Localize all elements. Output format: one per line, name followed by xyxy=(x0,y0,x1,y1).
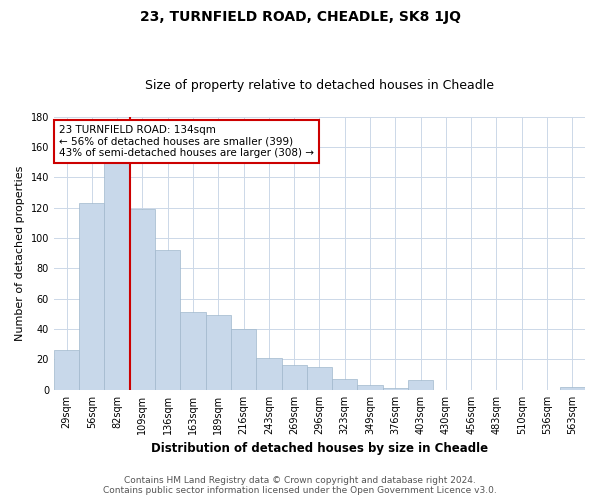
Bar xyxy=(54,350,79,390)
Bar xyxy=(383,388,408,390)
Bar xyxy=(79,203,104,390)
Bar xyxy=(332,379,358,390)
Text: 23 TURNFIELD ROAD: 134sqm
← 56% of detached houses are smaller (399)
43% of semi: 23 TURNFIELD ROAD: 134sqm ← 56% of detac… xyxy=(59,125,314,158)
Bar xyxy=(358,385,383,390)
Title: Size of property relative to detached houses in Cheadle: Size of property relative to detached ho… xyxy=(145,79,494,92)
Text: 23, TURNFIELD ROAD, CHEADLE, SK8 1JQ: 23, TURNFIELD ROAD, CHEADLE, SK8 1JQ xyxy=(139,10,461,24)
Bar xyxy=(256,358,281,390)
Bar xyxy=(104,162,130,390)
Y-axis label: Number of detached properties: Number of detached properties xyxy=(15,166,25,341)
Bar xyxy=(181,312,206,390)
Bar xyxy=(155,250,181,390)
Bar xyxy=(281,366,307,390)
Bar xyxy=(307,367,332,390)
Bar xyxy=(560,386,585,390)
Bar xyxy=(408,380,433,390)
Bar xyxy=(231,329,256,390)
X-axis label: Distribution of detached houses by size in Cheadle: Distribution of detached houses by size … xyxy=(151,442,488,455)
Bar xyxy=(206,316,231,390)
Text: Contains HM Land Registry data © Crown copyright and database right 2024.
Contai: Contains HM Land Registry data © Crown c… xyxy=(103,476,497,495)
Bar xyxy=(130,209,155,390)
